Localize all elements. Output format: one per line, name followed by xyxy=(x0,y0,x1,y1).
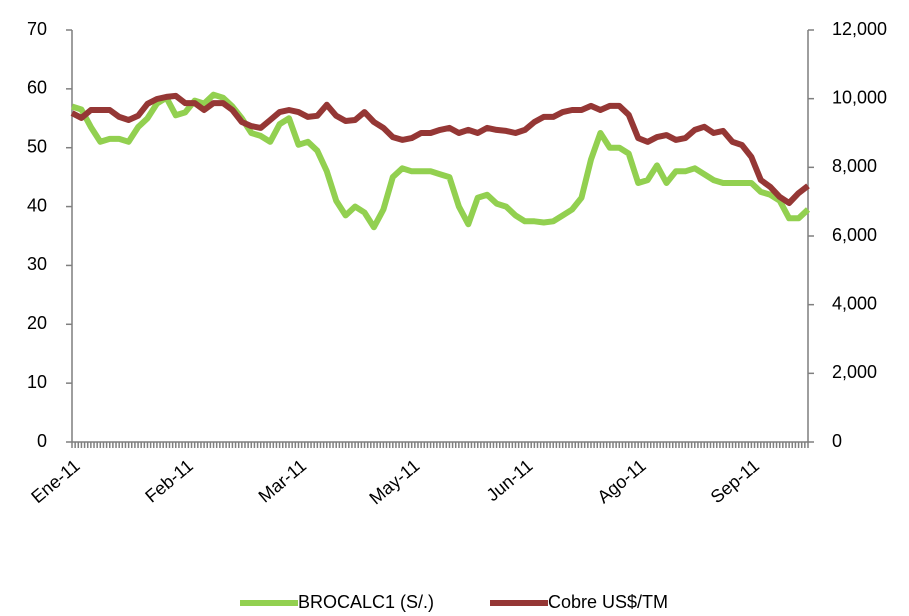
y2-tick-label: 12,000 xyxy=(832,19,887,39)
series-line xyxy=(71,91,811,231)
y-tick-label: 50 xyxy=(27,136,47,156)
series-line xyxy=(70,92,810,206)
y-tick-label: 70 xyxy=(27,19,47,39)
y2-tick-label: 0 xyxy=(832,431,842,451)
x-tick-label: Sep-11 xyxy=(707,455,763,507)
legend-label: BROCALC1 (S/.) xyxy=(298,592,434,612)
x-tick-label: Feb-11 xyxy=(141,455,197,506)
y2-tick-label: 10,000 xyxy=(832,87,887,107)
y2-tick-label: 8,000 xyxy=(832,156,877,176)
y-tick-label: 40 xyxy=(27,195,47,215)
x-tick-label: May-11 xyxy=(366,455,424,508)
x-tick-label: Jun-11 xyxy=(483,455,537,505)
y-tick-label: 30 xyxy=(27,254,47,274)
y-tick-label: 60 xyxy=(27,78,47,98)
y-tick-label: 10 xyxy=(27,372,47,392)
x-tick-label: Mar-11 xyxy=(255,455,311,506)
legend-label: Cobre US$/TM xyxy=(548,592,668,612)
x-tick-label: Ene-11 xyxy=(27,455,83,507)
y2-tick-label: 4,000 xyxy=(832,293,877,313)
y-tick-label: 0 xyxy=(37,431,47,451)
y2-tick-label: 6,000 xyxy=(832,225,877,245)
y2-tick-label: 2,000 xyxy=(832,362,877,382)
x-tick-label: Ago-11 xyxy=(593,455,649,507)
y-tick-label: 20 xyxy=(27,313,47,333)
